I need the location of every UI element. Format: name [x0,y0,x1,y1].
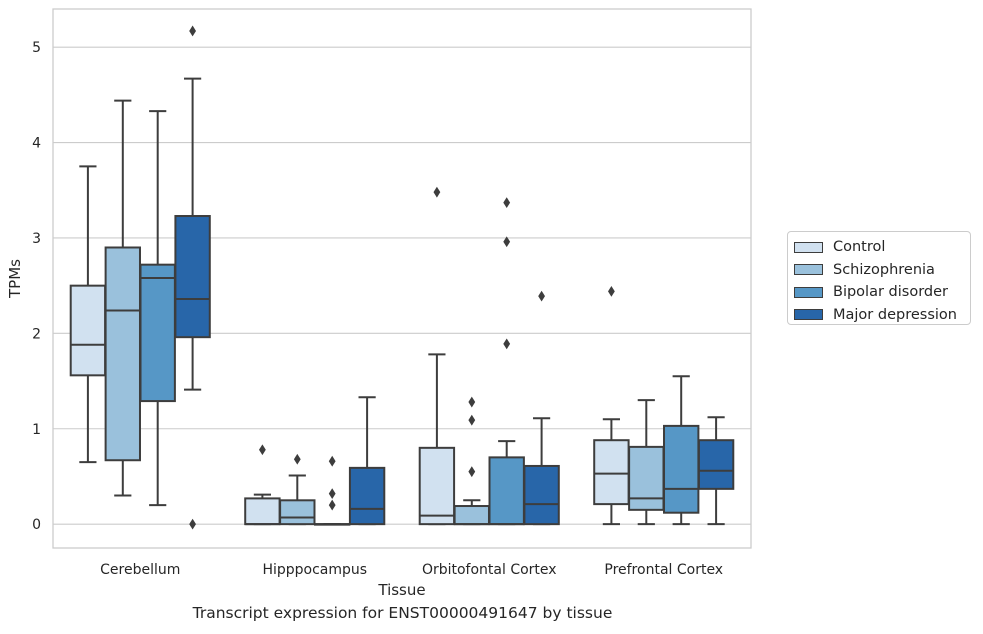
box-control [69,165,107,464]
plot-frame [52,8,752,549]
legend-label: Control [833,239,886,256]
outlier-point [189,518,196,530]
chart-legend: Control Schizophrenia Bipolar disorder M… [787,231,971,325]
box-major-depression [523,290,560,526]
box-control [418,186,456,526]
outlier-point [328,499,336,511]
box-iqr [418,446,456,526]
outlier-point [259,444,266,456]
y-tick-label: 1 [32,422,41,438]
box-iqr [139,263,176,403]
box-iqr [244,497,281,526]
legend-swatch-icon [794,241,823,253]
box-schizophrenia [104,99,141,497]
box-iqr [523,464,560,526]
box-iqr [279,499,316,526]
box-schizophrenia [279,453,316,526]
outlier-point [328,488,336,500]
x-axis-title: Tissue [377,581,425,599]
legend-item: Schizophrenia [794,259,964,282]
x-tick-label: Cerebellum [100,562,180,578]
legend-swatch-icon [794,286,823,298]
legend-label: Schizophrenia [833,261,935,278]
box-iqr [488,456,525,526]
outlier-point [608,285,615,297]
outlier-point [468,396,476,408]
box-major-depression [174,25,211,530]
outlier-point [433,186,441,198]
x-tick-label: Hipppocampus [262,562,367,578]
legend-item: Major depression [794,304,964,327]
y-axis-title: TPMs [6,259,24,299]
outlier-point [503,338,511,350]
box-bipolar-disorder [663,375,700,526]
x-tick-label: Orbitofontal Cortex [422,562,557,578]
y-tick-label: 0 [32,517,41,533]
legend-swatch-icon [794,264,823,276]
y-tick-label: 2 [32,326,41,342]
box-bipolar-disorder [488,197,525,526]
outlier-point [468,466,476,478]
outlier-point [328,455,336,467]
y-tick-label: 4 [32,136,41,152]
outlier-point [189,25,196,37]
box-bipolar-disorder [139,110,176,507]
y-tick-label: 3 [32,231,41,247]
legend-item: Control [794,236,964,259]
chart-caption: Transcript expression for ENST0000049164… [192,604,613,622]
legend-item: Bipolar disorder [794,281,964,304]
box-schizophrenia [453,396,490,526]
box-iqr [174,215,211,339]
outlier-point [538,290,545,302]
box-control [593,285,630,526]
box-iqr [697,439,735,490]
outlier-point [503,236,511,248]
x-tick-label: Prefrontal Cortex [604,562,723,578]
box-major-depression [348,396,386,526]
box-iqr [69,284,107,377]
box-iqr [628,445,665,511]
y-tick-label: 5 [32,40,41,56]
box-control [244,444,281,526]
box-iqr [663,424,700,514]
box-iqr [453,505,490,526]
legend-swatch-icon [794,309,823,321]
box-iqr [593,439,630,506]
box-major-depression [697,416,735,526]
box-iqr [348,466,386,526]
box-schizophrenia [628,399,665,526]
legend-label: Major depression [833,306,957,323]
outlier-point [503,197,511,209]
outlier-point [293,453,301,465]
box-bipolar-disorder [314,455,351,526]
box-iqr [104,246,141,462]
outlier-point [468,414,476,426]
legend-label: Bipolar disorder [833,284,948,301]
